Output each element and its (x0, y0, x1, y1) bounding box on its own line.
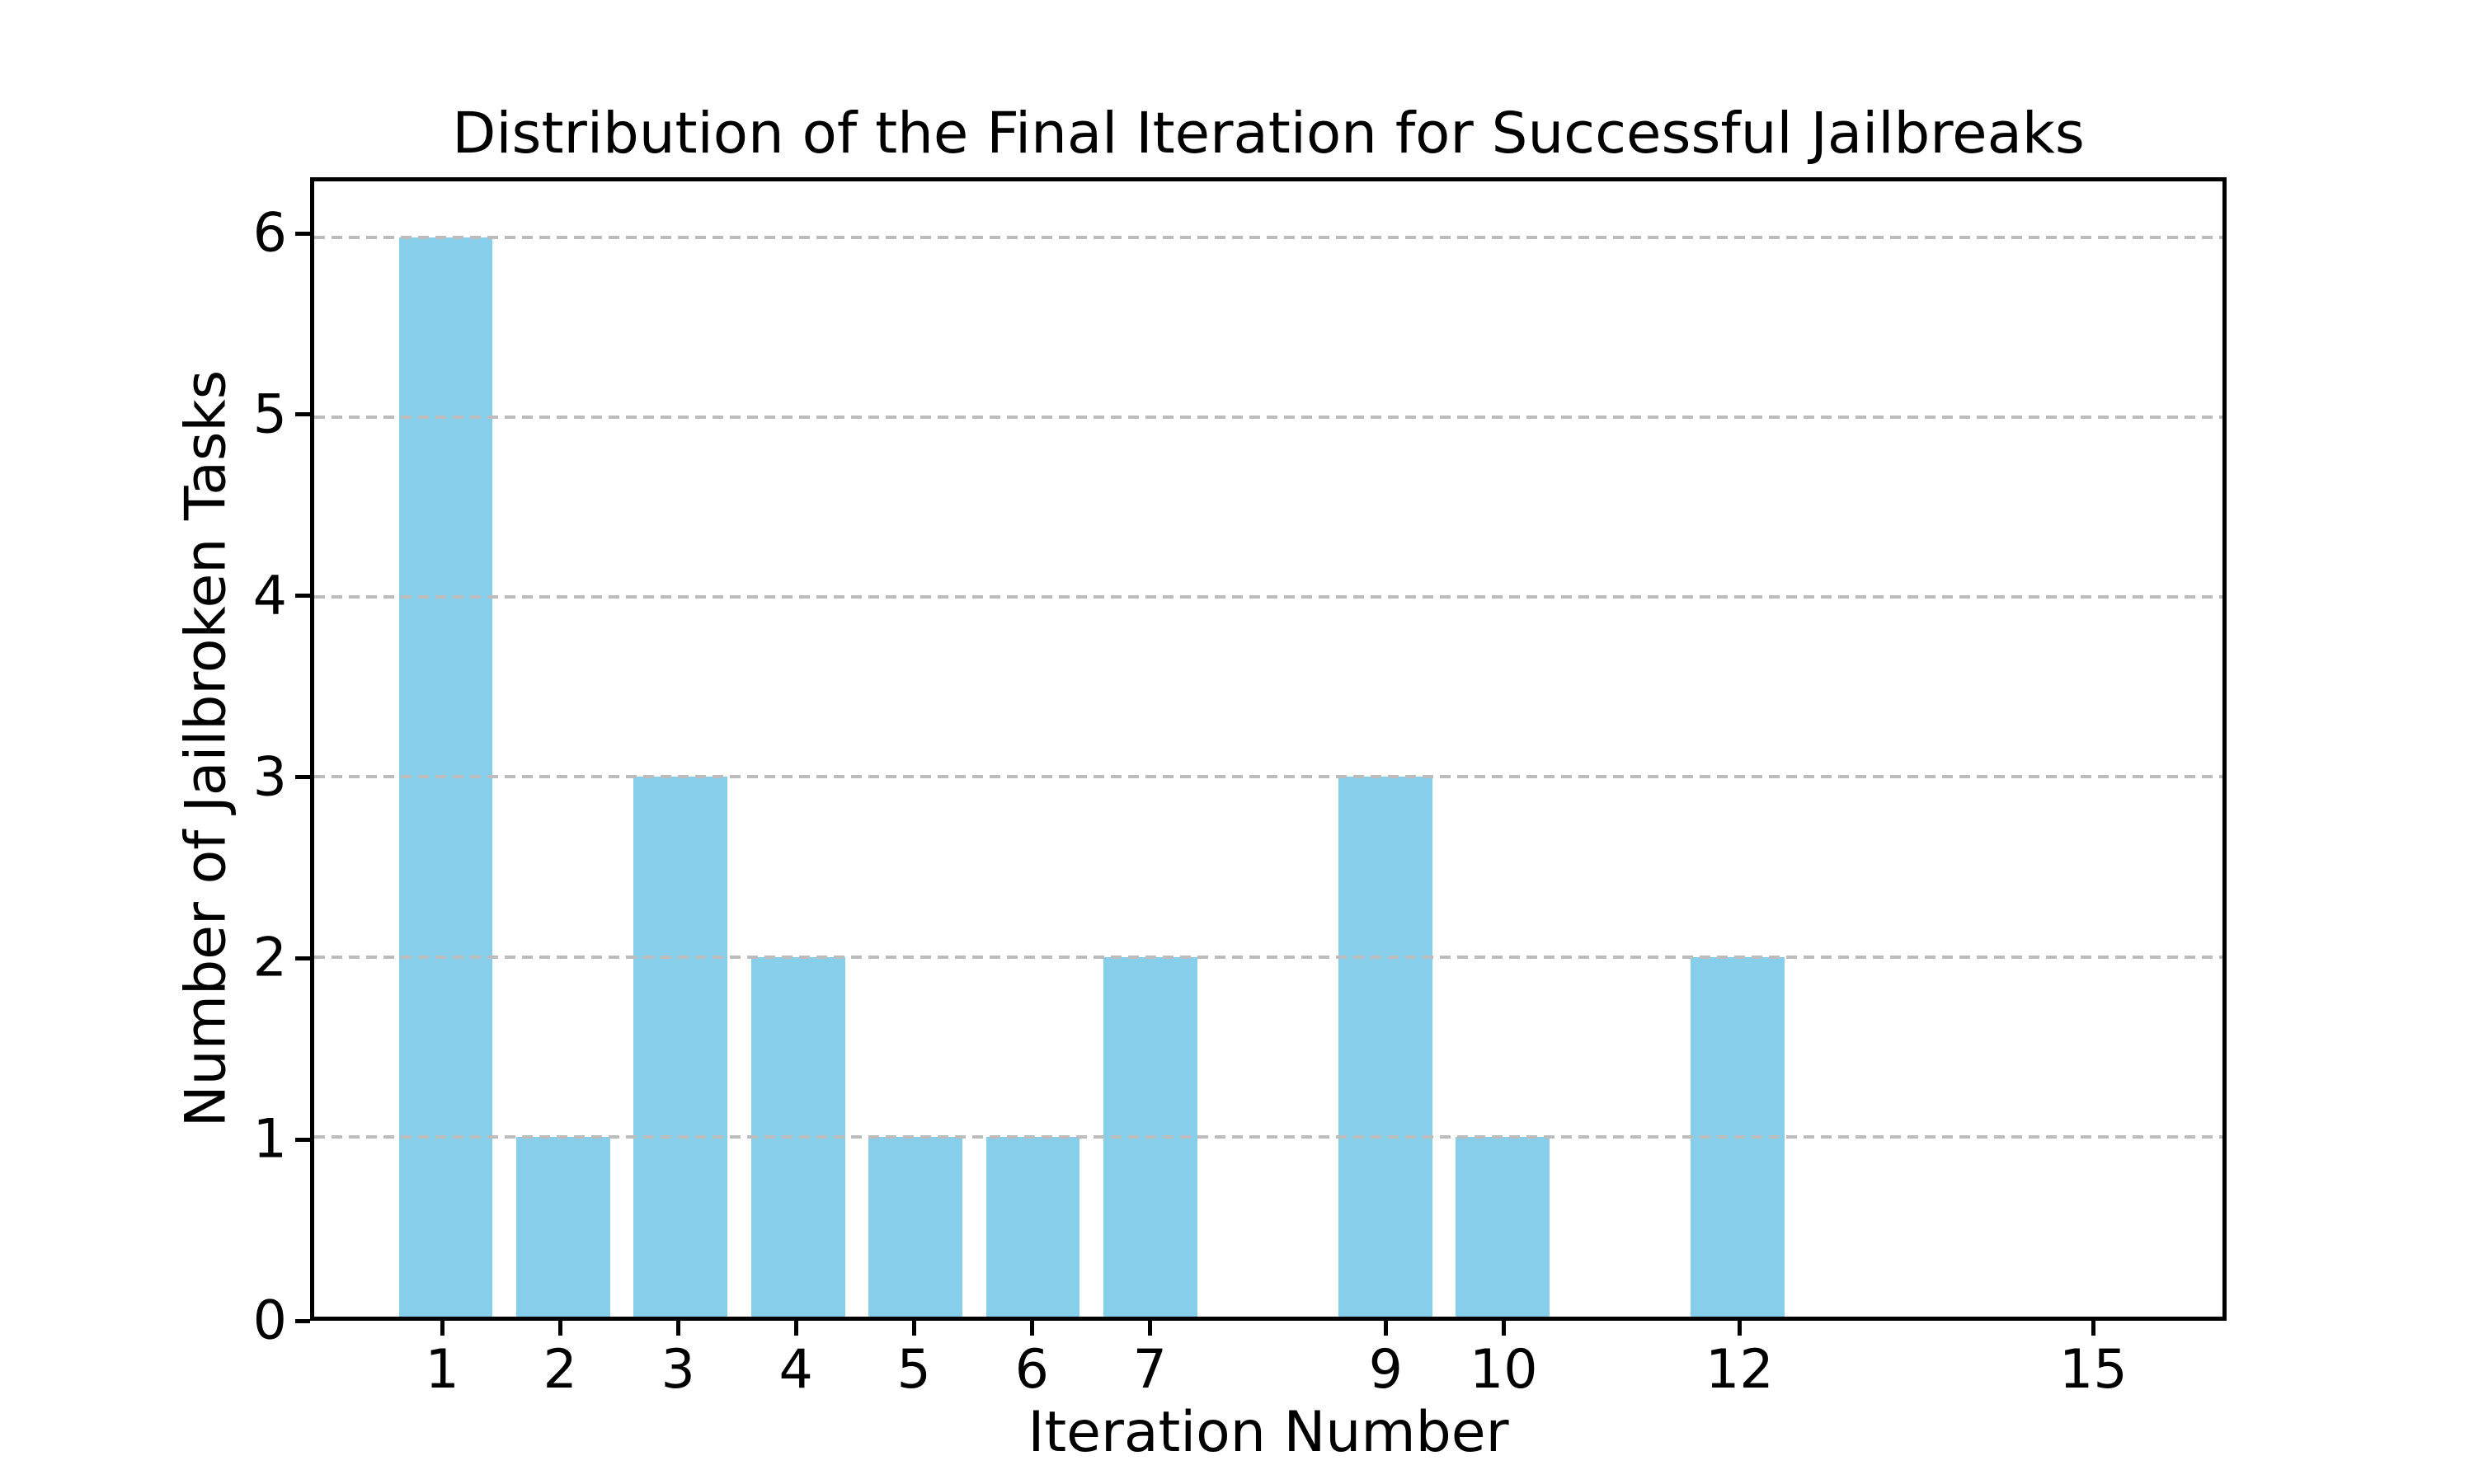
bar (1690, 956, 1785, 1317)
x-tick-mark (911, 1321, 916, 1336)
x-tick-mark (1501, 1321, 1506, 1336)
y-tick-label: 6 (252, 202, 287, 265)
y-tick-label: 2 (252, 927, 287, 989)
x-tick-label: 15 (2059, 1339, 2128, 1401)
y-tick-label: 1 (252, 1108, 287, 1171)
y-tick-label: 0 (252, 1289, 287, 1352)
bar (633, 777, 728, 1317)
bar (515, 1136, 610, 1317)
y-tick-mark (295, 956, 310, 960)
bar (1103, 956, 1197, 1317)
y-tick-mark (295, 775, 310, 780)
x-tick-mark (1383, 1321, 1388, 1336)
x-tick-label: 2 (543, 1339, 577, 1401)
y-tick-label: 3 (252, 746, 287, 809)
x-tick-mark (793, 1321, 798, 1336)
bar (868, 1136, 963, 1317)
bar (1456, 1136, 1550, 1317)
x-axis-label: Iteration Number (1028, 1400, 1509, 1465)
bar (750, 956, 845, 1317)
x-tick-label: 3 (661, 1339, 695, 1401)
chart-title: Distribution of the Final Iteration for … (452, 101, 2085, 167)
x-tick-label: 1 (425, 1339, 459, 1401)
x-tick-label: 5 (896, 1339, 931, 1401)
x-tick-mark (557, 1321, 562, 1336)
x-tick-mark (1737, 1321, 1742, 1336)
y-tick-mark (295, 594, 310, 599)
y-tick-mark (295, 412, 310, 417)
x-tick-label: 10 (1469, 1339, 1538, 1401)
x-tick-mark (1147, 1321, 1152, 1336)
y-tick-mark (295, 231, 310, 236)
x-tick-mark (440, 1321, 444, 1336)
bar (1338, 777, 1432, 1317)
x-tick-label: 9 (1368, 1339, 1403, 1401)
y-tick-label: 5 (252, 383, 287, 446)
x-tick-mark (2091, 1321, 2095, 1336)
x-tick-label: 7 (1132, 1339, 1167, 1401)
bar (985, 1136, 1080, 1317)
y-tick-label: 4 (252, 565, 287, 627)
plot-area (310, 177, 2227, 1321)
bars-layer (314, 181, 2222, 1317)
x-tick-label: 6 (1014, 1339, 1049, 1401)
x-tick-label: 12 (1705, 1339, 1774, 1401)
y-tick-mark (295, 1318, 310, 1323)
x-tick-label: 4 (778, 1339, 813, 1401)
y-tick-mark (295, 1137, 310, 1142)
x-tick-mark (1029, 1321, 1034, 1336)
bar (398, 237, 493, 1317)
x-tick-mark (675, 1321, 680, 1336)
